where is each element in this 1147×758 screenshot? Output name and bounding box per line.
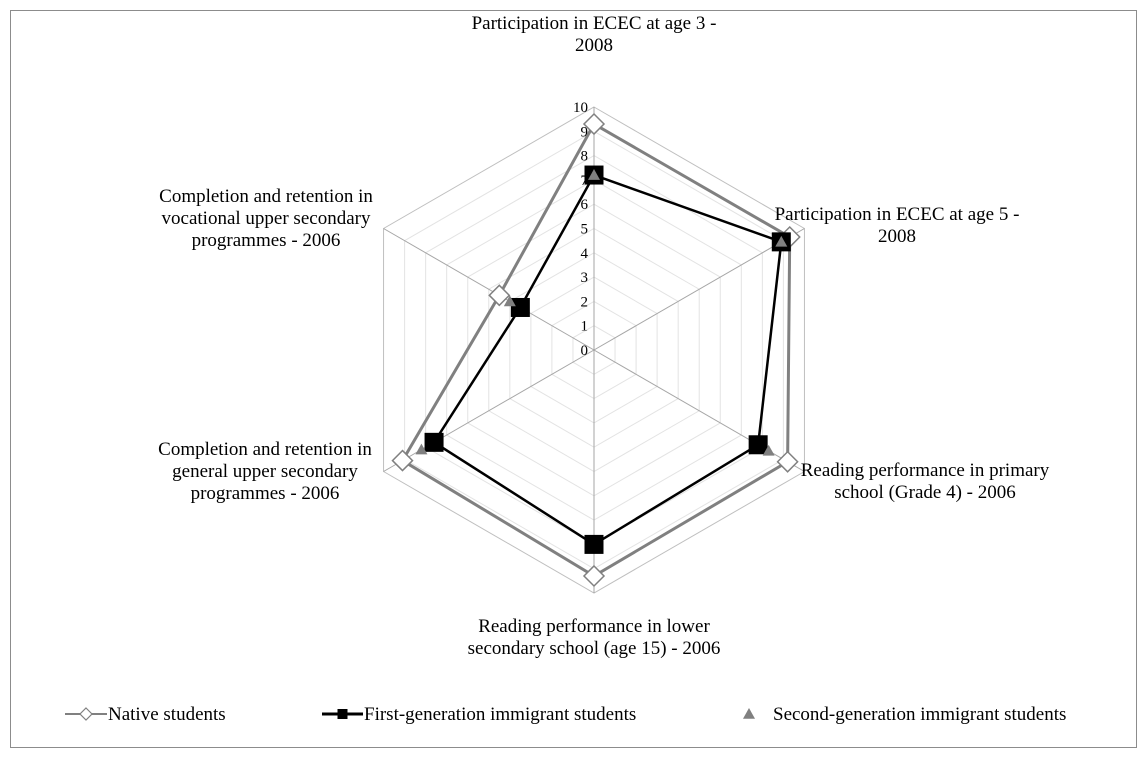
tick-label: 2 [581,294,589,310]
legend-item-0: Native students [65,704,226,725]
spoke-1 [593,228,805,351]
tick-label: 9 [581,124,589,140]
series-2 [415,169,788,456]
data-point [762,444,775,456]
axis-labels: Participation in ECEC at age 3 -2008 Part… [158,13,1050,659]
axis-label-5: Completion and retention in vocational up… [159,186,373,251]
legend-item-1: First-generation immigrant students [322,704,636,725]
tick-label: 5 [581,222,589,238]
tick-label: 1 [581,319,589,335]
data-point [510,297,530,317]
legend: Native students First-generation immigran… [65,704,1066,725]
axis-label-0: Participation in ECEC at age 3 -2008 [472,13,717,56]
series-1 [424,165,791,554]
legend-marker [79,707,93,721]
legend-marker [337,709,348,719]
data-point [776,450,799,473]
series-line-1 [432,173,783,546]
data-point [391,449,414,472]
spoke-5 [383,228,595,351]
legend-marker [743,708,755,719]
tick-label: 8 [581,149,589,165]
axis-label-1: Participation in ECEC at age 5 -2008 [775,204,1020,247]
data-point [775,235,788,247]
data-point [748,435,768,455]
axis-label-4: Completion and retention in general upper… [158,439,372,504]
axis-label-2: Reading performance in primary school (Gr… [801,460,1050,503]
tick-label: 4 [581,246,589,262]
data-point [415,443,428,455]
tick-label: 6 [581,197,589,213]
legend-item-2: Second-generation immigrant students [743,704,1066,725]
data-point [503,295,516,307]
series-0 [391,112,801,588]
data-point [584,534,604,554]
series-line-0 [400,121,792,578]
tick-label: 0 [581,343,589,359]
tick-label: 10 [573,100,588,116]
data-point [424,432,444,452]
data-point [582,112,606,136]
tick-label: 3 [581,270,589,286]
legend-label: First-generation immigrant students [364,704,636,725]
legend-label: Second-generation immigrant students [773,704,1066,725]
data-point [488,284,511,307]
series [391,112,801,588]
data-point [588,169,600,180]
axis-label-3: Reading performance in lower secondary sc… [468,616,721,659]
chart-frame: 0 1 2 3 4 5 6 7 8 9 10 Participation in ECEC at ag… [10,10,1137,748]
data-point [582,564,606,588]
legend-label: Native students [108,704,226,725]
